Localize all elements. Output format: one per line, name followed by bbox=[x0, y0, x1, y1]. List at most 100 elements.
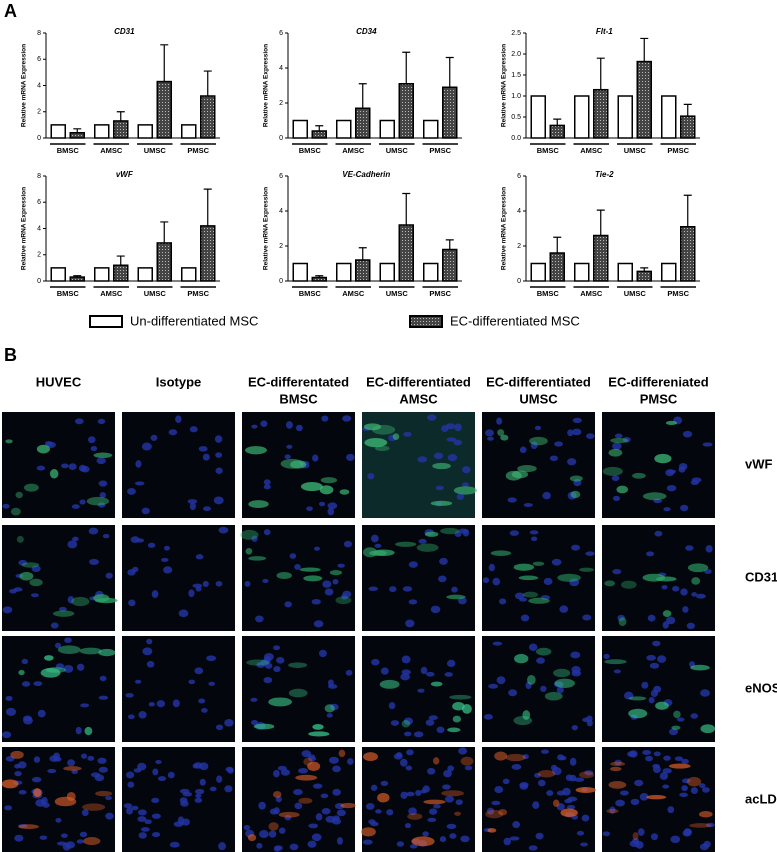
nucleus bbox=[551, 558, 562, 566]
nucleus bbox=[446, 437, 457, 442]
nucleus bbox=[307, 840, 317, 848]
nucleus bbox=[370, 821, 379, 827]
x-tick-label: BMSC bbox=[537, 289, 560, 298]
bar bbox=[156, 242, 172, 282]
nucleus bbox=[652, 640, 661, 647]
stain bbox=[511, 470, 529, 479]
stain bbox=[537, 769, 556, 778]
nucleus bbox=[615, 799, 625, 807]
nucleus bbox=[405, 619, 415, 628]
stain bbox=[423, 799, 446, 805]
nucleus bbox=[663, 507, 671, 512]
micrograph bbox=[362, 412, 478, 518]
nucleus bbox=[496, 417, 503, 425]
nucleus bbox=[138, 832, 147, 839]
x-tick-label: PMSC bbox=[429, 146, 451, 155]
error-bar bbox=[73, 128, 82, 133]
nucleus bbox=[702, 787, 710, 793]
y-tick-label: 2.0 bbox=[511, 51, 521, 58]
stain bbox=[461, 704, 472, 714]
y-tick-label: 0 bbox=[279, 278, 283, 285]
nucleus bbox=[36, 465, 46, 471]
stain bbox=[395, 541, 417, 547]
bar bbox=[113, 264, 129, 282]
nucleus bbox=[142, 647, 153, 656]
micrograph bbox=[602, 412, 715, 518]
nucleus bbox=[251, 424, 258, 429]
nucleus bbox=[30, 593, 39, 598]
error-bar bbox=[73, 275, 82, 278]
stain bbox=[44, 655, 54, 661]
stain bbox=[513, 715, 533, 726]
nucleus bbox=[311, 598, 321, 605]
error-bar bbox=[596, 209, 605, 236]
nucleus bbox=[429, 808, 438, 815]
y-tick-label: 2 bbox=[37, 252, 41, 259]
nucleus bbox=[681, 778, 691, 784]
nucleus bbox=[56, 841, 67, 846]
bar bbox=[156, 80, 172, 139]
nucleus bbox=[328, 756, 339, 764]
stain bbox=[449, 694, 472, 700]
nucleus bbox=[188, 679, 196, 685]
nucleus bbox=[653, 751, 661, 757]
nucleus bbox=[215, 467, 223, 475]
micrograph bbox=[122, 636, 235, 742]
nucleus bbox=[683, 828, 691, 835]
y-tick-label: 0 bbox=[279, 135, 283, 142]
nucleus bbox=[680, 588, 688, 596]
nucleus bbox=[21, 658, 29, 665]
nucleus bbox=[158, 776, 167, 782]
stain bbox=[579, 567, 595, 572]
nucleus bbox=[327, 679, 334, 687]
micrograph-bg bbox=[122, 636, 235, 742]
nucleus bbox=[98, 480, 108, 487]
stain bbox=[86, 496, 110, 506]
bar bbox=[574, 262, 590, 282]
nucleus bbox=[624, 691, 634, 700]
stain bbox=[698, 811, 713, 818]
nucleus bbox=[44, 440, 53, 447]
nucleus bbox=[123, 803, 133, 809]
nucleus bbox=[99, 492, 107, 499]
micrograph bbox=[482, 412, 595, 518]
nucleus bbox=[90, 772, 101, 778]
nucleus bbox=[699, 843, 709, 851]
stain bbox=[268, 697, 292, 707]
nucleus bbox=[126, 807, 134, 815]
stain bbox=[276, 571, 292, 580]
x-tick-label: UMSC bbox=[624, 146, 647, 155]
stain bbox=[608, 780, 627, 789]
stain bbox=[522, 710, 531, 720]
stain bbox=[18, 669, 25, 676]
nucleus bbox=[79, 499, 86, 505]
stain bbox=[669, 763, 691, 769]
nucleus bbox=[214, 435, 223, 443]
nucleus bbox=[662, 621, 669, 629]
row-label: vWF bbox=[745, 456, 773, 471]
nucleus bbox=[324, 588, 334, 596]
nucleus bbox=[295, 424, 303, 432]
nucleus bbox=[251, 535, 258, 542]
nucleus bbox=[522, 754, 529, 760]
nucleus bbox=[488, 563, 495, 572]
nucleus bbox=[449, 833, 457, 839]
nucleus bbox=[520, 614, 530, 622]
nucleus bbox=[567, 796, 578, 802]
nucleus bbox=[641, 681, 649, 689]
nucleus bbox=[672, 585, 680, 592]
nucleus bbox=[511, 763, 522, 770]
nucleus bbox=[371, 534, 379, 543]
nucleus bbox=[389, 586, 397, 593]
nucleus bbox=[337, 563, 345, 568]
nucleus bbox=[427, 817, 437, 823]
stain bbox=[569, 475, 583, 482]
nucleus bbox=[88, 527, 99, 535]
stain bbox=[671, 725, 681, 730]
nucleus bbox=[177, 816, 185, 825]
bar bbox=[530, 95, 546, 139]
nucleus bbox=[192, 763, 199, 769]
nucleus bbox=[453, 439, 463, 446]
nucleus bbox=[447, 454, 458, 462]
nucleus bbox=[264, 652, 274, 661]
